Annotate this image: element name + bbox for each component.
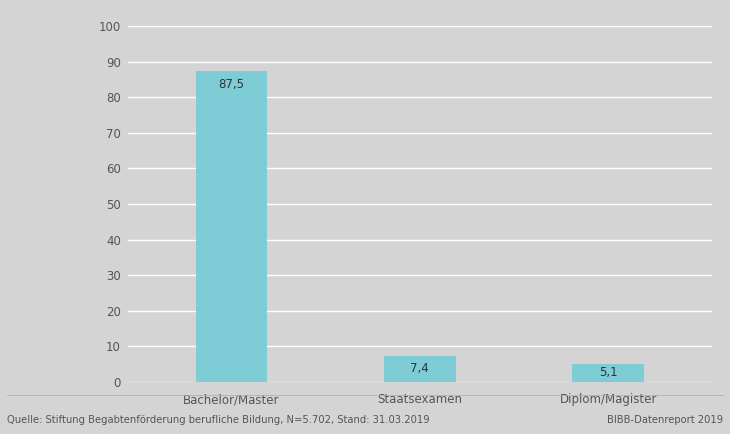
Text: 87,5: 87,5 [218,78,245,91]
Text: BIBB-Datenreport 2019: BIBB-Datenreport 2019 [607,415,723,425]
Text: Quelle: Stiftung Begabtenförderung berufliche Bildung, N=5.702, Stand: 31.03.201: Quelle: Stiftung Begabtenförderung beruf… [7,415,430,425]
Bar [572,364,644,382]
Text: 7,4: 7,4 [410,362,429,375]
Bar [384,355,456,382]
Bar [196,70,267,382]
Text: 5,1: 5,1 [599,366,618,379]
